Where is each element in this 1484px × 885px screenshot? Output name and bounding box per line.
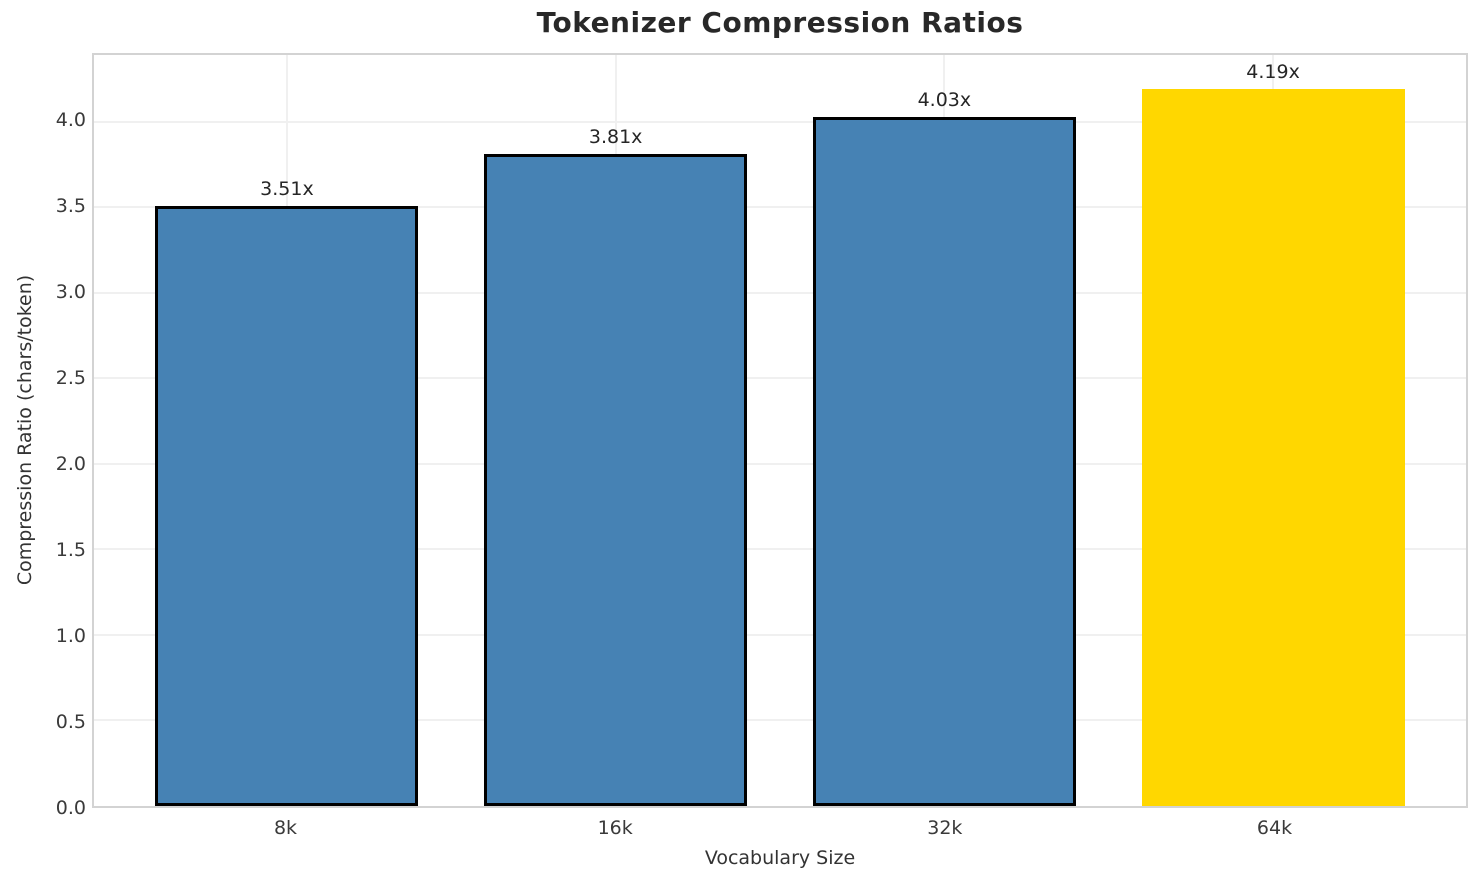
x-tick-label: 16k <box>597 817 633 839</box>
y-tick-label: 2.0 <box>55 453 86 476</box>
plot-area: 3.51x 3.81x 4.03x 4.19x <box>92 53 1468 808</box>
x-axis-label: Vocabulary Size <box>704 847 856 869</box>
x-tick-label: 32k <box>927 817 963 839</box>
horizontal-gridline <box>94 633 1466 636</box>
y-tick-label: 0.5 <box>55 711 86 733</box>
horizontal-gridline <box>94 120 1466 123</box>
horizontal-gridline <box>94 548 1466 551</box>
y-tick-label: 3.0 <box>55 281 86 304</box>
y-tick-label: 0.0 <box>55 797 86 819</box>
y-tick-label: 1.0 <box>55 625 86 648</box>
horizontal-gridline <box>94 291 1466 294</box>
horizontal-gridline <box>94 206 1466 209</box>
x-tick-label: 64k <box>1256 817 1293 839</box>
bar-value-label: 3.51x <box>260 177 314 200</box>
x-tick-label: 8k <box>273 817 298 839</box>
bar-8k <box>155 205 419 806</box>
bar-value-label: 4.19x <box>1246 61 1300 84</box>
horizontal-gridline <box>94 377 1466 380</box>
chart-title: Tokenizer Compression Ratios <box>536 6 1024 39</box>
bar-16k <box>484 154 748 806</box>
horizontal-gridline <box>94 719 1466 722</box>
horizontal-gridline <box>94 462 1466 465</box>
bar-64k <box>1141 89 1405 806</box>
y-tick-label: 4.0 <box>55 109 86 132</box>
y-tick-label: 2.5 <box>55 367 86 390</box>
bar-32k <box>812 116 1076 806</box>
bar-value-label: 4.03x <box>917 88 972 111</box>
y-tick-label: 3.5 <box>55 195 86 218</box>
y-axis-label: Compression Ratio (chars/token) <box>14 274 36 586</box>
bar-value-label: 3.81x <box>588 126 643 149</box>
y-tick-label: 1.5 <box>55 539 86 562</box>
